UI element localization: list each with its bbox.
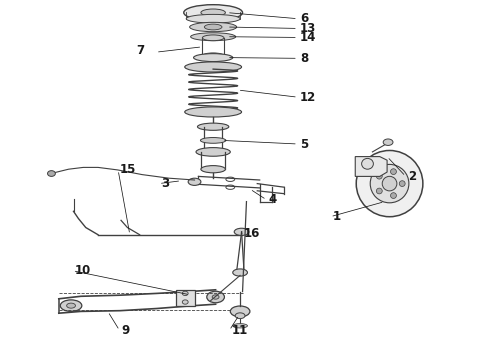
- Text: 10: 10: [74, 264, 91, 277]
- Ellipse shape: [235, 313, 245, 319]
- Text: 5: 5: [300, 138, 308, 150]
- Text: 3: 3: [161, 177, 169, 190]
- Text: 16: 16: [244, 227, 260, 240]
- Ellipse shape: [48, 171, 55, 176]
- Ellipse shape: [391, 193, 396, 198]
- Ellipse shape: [200, 138, 226, 143]
- Text: 13: 13: [300, 22, 316, 35]
- Ellipse shape: [60, 300, 82, 311]
- Ellipse shape: [230, 306, 250, 317]
- Ellipse shape: [194, 54, 233, 62]
- Text: 7: 7: [136, 44, 145, 57]
- Polygon shape: [355, 157, 387, 176]
- Ellipse shape: [202, 35, 224, 41]
- Ellipse shape: [202, 53, 224, 59]
- Text: 12: 12: [300, 91, 316, 104]
- Ellipse shape: [184, 5, 243, 21]
- Text: 1: 1: [332, 210, 341, 223]
- Ellipse shape: [356, 150, 423, 217]
- Ellipse shape: [188, 178, 201, 185]
- Ellipse shape: [197, 123, 229, 130]
- Ellipse shape: [186, 14, 240, 23]
- Ellipse shape: [201, 166, 225, 173]
- Ellipse shape: [391, 169, 396, 175]
- Ellipse shape: [234, 228, 249, 235]
- Ellipse shape: [182, 291, 188, 296]
- Ellipse shape: [67, 303, 75, 308]
- Ellipse shape: [383, 139, 393, 145]
- Text: 6: 6: [300, 12, 308, 25]
- Bar: [176, 289, 195, 306]
- Ellipse shape: [362, 158, 373, 169]
- Ellipse shape: [382, 176, 397, 191]
- Text: 8: 8: [300, 52, 308, 65]
- Text: 15: 15: [120, 163, 136, 176]
- Text: 4: 4: [269, 193, 277, 206]
- Ellipse shape: [185, 107, 242, 117]
- Text: 11: 11: [231, 324, 247, 337]
- Ellipse shape: [190, 22, 237, 32]
- Ellipse shape: [201, 9, 225, 16]
- Ellipse shape: [376, 173, 382, 179]
- Ellipse shape: [204, 24, 222, 30]
- Ellipse shape: [376, 188, 382, 194]
- Ellipse shape: [370, 165, 409, 203]
- Ellipse shape: [182, 300, 188, 304]
- Ellipse shape: [212, 295, 219, 299]
- Ellipse shape: [399, 181, 405, 186]
- Ellipse shape: [191, 33, 236, 41]
- Text: 14: 14: [300, 31, 316, 44]
- Ellipse shape: [207, 291, 224, 303]
- Ellipse shape: [233, 324, 247, 328]
- Text: 9: 9: [122, 324, 130, 337]
- Ellipse shape: [233, 269, 247, 276]
- Ellipse shape: [196, 148, 230, 156]
- Ellipse shape: [185, 62, 242, 72]
- Text: 2: 2: [408, 170, 416, 183]
